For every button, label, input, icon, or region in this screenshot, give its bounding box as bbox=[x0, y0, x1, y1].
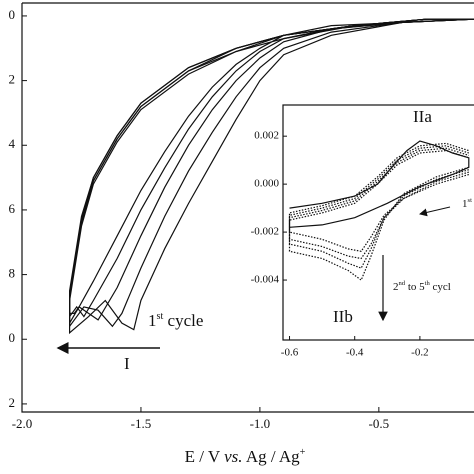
annotation-part: I bbox=[124, 354, 130, 373]
annotation-part: st bbox=[468, 197, 473, 204]
y-tick-label: -0.002 bbox=[251, 226, 279, 238]
annotation-part: IIb bbox=[333, 307, 353, 326]
y-tick-label: -0.004 bbox=[251, 274, 280, 286]
y-tick-label: 2 bbox=[9, 395, 16, 410]
x-axis-label: E / V vs. Ag / Ag+ bbox=[185, 447, 306, 466]
x-axis-label-part: E / V bbox=[185, 447, 225, 466]
annotation-part: 1 bbox=[148, 311, 157, 330]
annotation-part: to 5 bbox=[405, 281, 425, 293]
annotation: IIa bbox=[413, 107, 432, 126]
x-tick-label: -0.6 bbox=[281, 347, 299, 359]
x-tick-label: -1.5 bbox=[131, 416, 152, 431]
annotation-part: st bbox=[157, 311, 164, 322]
annotation-part: cycl bbox=[430, 281, 451, 293]
cv-curve bbox=[288, 149, 469, 252]
y-tick-label: 0 bbox=[9, 330, 16, 345]
annotation-part: nd bbox=[399, 280, 406, 287]
x-tick-label: -0.5 bbox=[369, 416, 390, 431]
y-tick-label: 4 bbox=[9, 136, 16, 151]
inset-frame bbox=[282, 104, 474, 341]
annotation: IIb bbox=[333, 307, 353, 326]
y-tick-label: 6 bbox=[9, 201, 16, 216]
x-tick-label: -2.0 bbox=[12, 416, 33, 431]
cv-curve bbox=[69, 18, 474, 314]
y-tick-label: 0.000 bbox=[254, 178, 279, 190]
cv-curve bbox=[288, 147, 469, 260]
annotation-part: 2 bbox=[393, 281, 399, 293]
annotation-part: th bbox=[425, 280, 431, 287]
annotation: 2nd to 5th cycl bbox=[393, 280, 451, 293]
x-axis-label-part: vs. bbox=[224, 447, 242, 466]
x-axis-label-part: Ag / Ag bbox=[243, 447, 301, 466]
y-tick-label: 0.002 bbox=[254, 130, 279, 142]
y-tick-label: 8 bbox=[9, 266, 16, 281]
arrow bbox=[419, 206, 451, 217]
annotation-part: IIa bbox=[413, 107, 432, 126]
annotation-part: cycle bbox=[163, 311, 203, 330]
x-axis-label-part: + bbox=[300, 447, 306, 458]
cv-curve bbox=[69, 18, 474, 326]
annotation: I bbox=[124, 354, 130, 373]
cv-curve bbox=[288, 142, 469, 282]
annotation: 1st cycle bbox=[148, 311, 203, 330]
annotation: 1st bbox=[462, 197, 472, 210]
annotation-part: 1 bbox=[462, 198, 468, 210]
x-tick-label: -0.4 bbox=[346, 347, 364, 359]
y-tick-label: 0 bbox=[9, 7, 16, 22]
x-tick-label: -1.0 bbox=[250, 416, 271, 431]
x-tick-label: -0.2 bbox=[411, 347, 428, 359]
y-tick-label: 2 bbox=[9, 72, 16, 87]
